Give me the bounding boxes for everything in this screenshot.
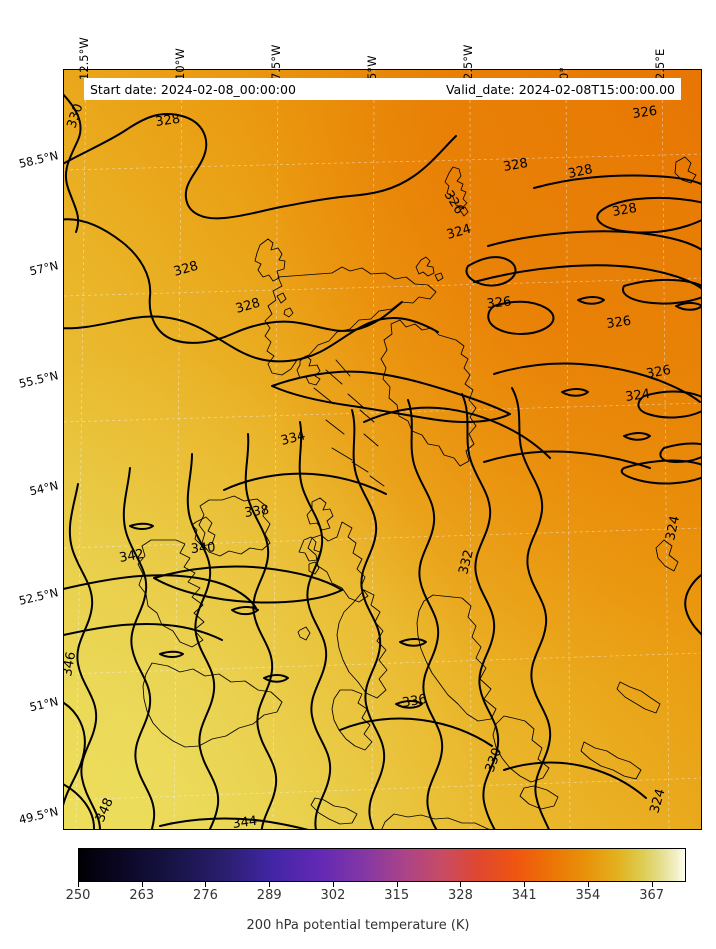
contour-lines [64, 93, 701, 829]
contour-label: 326 [605, 314, 632, 332]
colorbar-tick-mark [141, 882, 143, 887]
contour-label: 324 [445, 222, 473, 243]
colorbar-tick-label: 302 [320, 888, 346, 903]
colorbar-tick-mark [78, 882, 79, 887]
colorbar-tick-mark [269, 882, 271, 887]
lon-tick-6: 2.5°E [653, 48, 667, 80]
lat-tick-4: 52.5°N [17, 585, 60, 608]
lon-tick-3: 5°W [365, 55, 379, 80]
colorbar-tick-mark [205, 882, 207, 887]
map-canvas: .cont { fill:none; stroke:#000; stroke-w… [64, 70, 701, 830]
colorbar-title: 200 hPa potential temperature (K) [246, 918, 470, 933]
contour-label: 326 [486, 294, 512, 312]
coastlines [137, 156, 697, 829]
contour-label: 326 [645, 363, 672, 382]
map-axes[interactable]: .cont { fill:none; stroke:#000; stroke-w… [63, 69, 702, 830]
lat-tick-6: 49.5°N [17, 804, 60, 827]
contour-labels: 326 328 330 326 328 328 328 324 328 328 … [64, 102, 683, 830]
colorbar-tick-label: 367 [639, 888, 665, 903]
contour-label: 324 [663, 514, 683, 541]
colorbar-tick-label: 354 [575, 888, 601, 903]
contour-label: 328 [611, 201, 638, 220]
lon-tick-1: 10°W [173, 48, 187, 80]
date-annotation-box: Start date: 2024-02-08_00:00:00 Valid_da… [84, 78, 681, 100]
lon-tick-4: 2.5°W [461, 44, 475, 80]
contour-label: 340 [190, 540, 216, 557]
colorbar-tick-mark [651, 882, 653, 887]
contour-label: 336 [401, 692, 428, 711]
colorbar-tick-label: 315 [384, 888, 410, 903]
contour-label: 344 [231, 814, 258, 830]
contour-label: 326 [631, 104, 658, 122]
lon-tick-2: 7.5°W [269, 44, 283, 80]
contour-label: 332 [456, 548, 477, 576]
colorbar-ticks: 250 263 276 289 302 315 328 341 354 367 [66, 882, 686, 912]
lat-tick-1: 57°N [28, 258, 60, 279]
contour-label: 324 [624, 387, 651, 405]
graticule [64, 70, 701, 829]
lon-tick-0: 12.5°W [77, 37, 91, 80]
colorbar-tick-label: 289 [256, 888, 282, 903]
colorbar-tick-mark [587, 882, 589, 887]
contour-label: 346 [64, 651, 79, 678]
colorbar-tick-label: 328 [448, 888, 473, 903]
contour-label: 324 [647, 787, 668, 815]
contour-label: 328 [502, 156, 529, 175]
temperature-field [64, 70, 701, 829]
colorbar-tick-mark [524, 882, 526, 887]
valid-date-label: Valid_date: 2024-02-08T15:00:00.00 [445, 81, 675, 97]
lat-tick-5: 51°N [28, 694, 60, 715]
contour-label: 330 [65, 102, 87, 130]
colorbar-tick-label: 341 [511, 888, 537, 903]
lat-tick-2: 55.5°N [17, 368, 60, 391]
colorbar-tick-label: 276 [193, 888, 218, 903]
start-date-label: Start date: 2024-02-08_00:00:00 [90, 81, 296, 97]
contour-label: 334 [279, 428, 307, 449]
contour-label: 342 [118, 547, 145, 566]
colorbar-gradient [78, 848, 686, 882]
contour-label: 328 [172, 259, 200, 280]
lat-tick-3: 54°N [28, 478, 60, 499]
contour-label: 338 [243, 503, 270, 521]
contour-label: 328 [567, 162, 594, 182]
contour-label: 328 [154, 112, 181, 130]
lat-tick-0: 58.5°N [17, 148, 60, 171]
colorbar-tick-mark [396, 882, 398, 887]
contour-label: 328 [234, 296, 262, 317]
colorbar-tick-mark [332, 882, 334, 887]
colorbar[interactable]: 250 263 276 289 302 315 328 341 354 367 [66, 848, 686, 903]
colorbar-tick-label: 250 [65, 888, 91, 903]
colorbar-tick-label: 263 [129, 888, 155, 903]
colorbar-tick-mark [460, 882, 462, 887]
